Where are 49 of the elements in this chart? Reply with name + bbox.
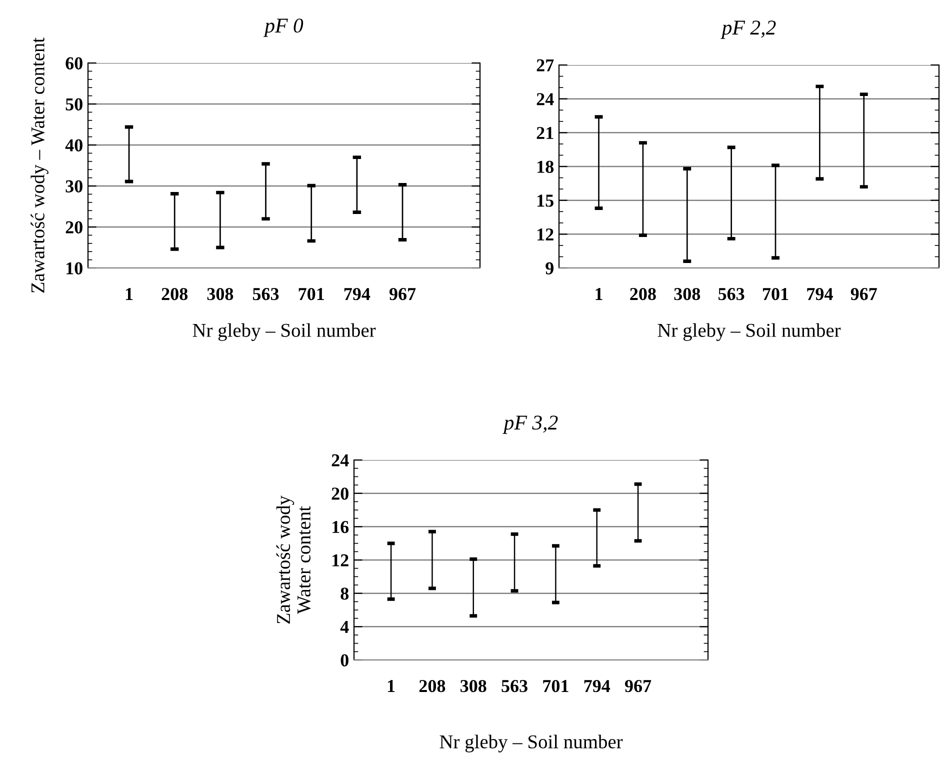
y-tick-label: 27: [536, 59, 554, 72]
chart-title: pF 2,2: [720, 20, 776, 39]
y-tick-label: 24: [332, 454, 349, 466]
x-axis-title: Nr gleby – Soil number: [658, 323, 841, 341]
y-axis-title: Zawartość wody Water content: [276, 496, 311, 624]
x-tick-label: 1: [126, 288, 133, 300]
x-tick-label: 308: [674, 288, 700, 300]
x-tick-label: 308: [207, 288, 234, 300]
x-tick-label: 308: [460, 680, 486, 692]
y-tick-label: 30: [66, 180, 82, 192]
chart-title: pF 3,2: [502, 416, 558, 434]
x-tick-label: 208: [419, 680, 446, 692]
y-tick-label: 24: [536, 93, 554, 106]
y-tick-label: 0: [340, 654, 348, 666]
x-tick-label: 208: [630, 288, 656, 300]
x-tick-label: 967: [850, 288, 877, 300]
y-tick-label: 50: [66, 98, 82, 110]
y-tick-label: 12: [332, 554, 348, 566]
x-tick-label: 794: [344, 288, 370, 300]
x-tick-label: 563: [252, 288, 279, 300]
y-tick-label: 18: [538, 160, 554, 173]
chart-title: pF 0: [263, 18, 304, 37]
y-tick-label: 12: [538, 228, 554, 240]
y-tick-label: 15: [538, 194, 554, 207]
x-axis-title: Nr gleby – Soil number: [440, 734, 623, 752]
x-tick-label: 701: [763, 288, 788, 300]
x-tick-label: 1: [596, 288, 602, 300]
x-tick-label: 563: [502, 680, 528, 692]
y-tick-label: 8: [340, 588, 349, 600]
x-tick-label: 794: [807, 288, 833, 300]
y-tick-label: 16: [332, 520, 349, 534]
x-tick-label: 208: [162, 288, 188, 300]
x-tick-label: 1: [388, 680, 395, 692]
y-tick-label: 40: [65, 139, 82, 152]
y-tick-label: 10: [66, 262, 82, 274]
y-tick-label: 21: [536, 126, 554, 139]
x-axis-title: Nr gleby – Soil number: [192, 323, 376, 341]
x-tick-label: 794: [584, 680, 610, 692]
y-tick-label: 4: [340, 621, 349, 633]
x-tick-label: 967: [389, 288, 416, 300]
x-tick-label: 701: [543, 680, 568, 692]
y-tick-label: 60: [66, 57, 82, 70]
y-axis-title: Zawartość wody – Water content: [30, 38, 48, 293]
y-tick-label: 9: [546, 262, 554, 274]
y-tick-label: 20: [66, 221, 82, 234]
x-tick-label: 563: [718, 288, 744, 300]
y-tick-label: 20: [332, 488, 348, 500]
x-tick-label: 701: [298, 288, 324, 300]
x-tick-label: 967: [624, 680, 652, 692]
